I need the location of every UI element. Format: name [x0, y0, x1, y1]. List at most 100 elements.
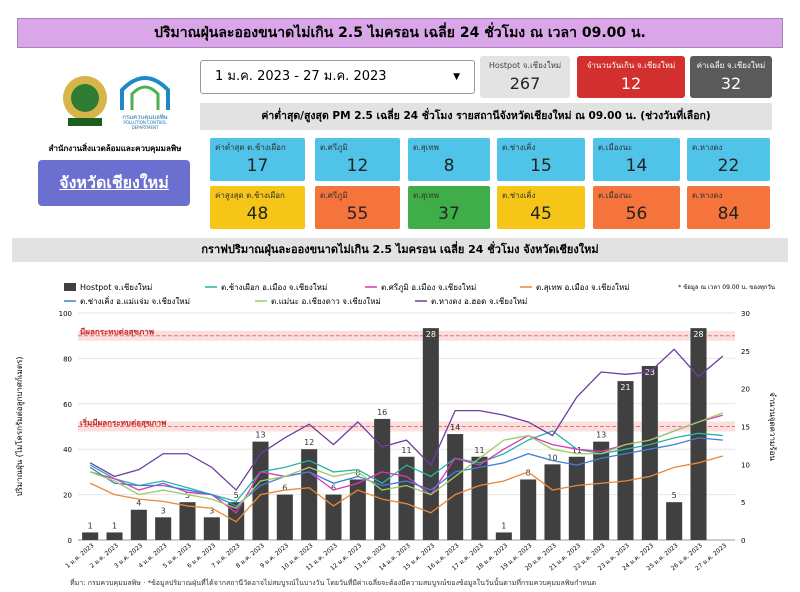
bar [130, 509, 147, 540]
threshold-band [78, 330, 735, 341]
bar-value-label: 8 [355, 468, 360, 477]
bar [276, 494, 293, 540]
station-card [687, 138, 770, 181]
bar-value-label: 1 [501, 521, 506, 530]
legend-label: ต.สุเทพ อ.เมือง จ.เชียงใหม่ [536, 283, 630, 292]
station-label: ต.หางดง [692, 191, 723, 200]
station-label: ต.ช่างเคิ่ง [502, 143, 536, 152]
line [89, 455, 724, 523]
y2-tick-label: 10 [741, 461, 750, 469]
bar [325, 494, 342, 540]
bar [520, 479, 537, 540]
bar-value-label: 21 [620, 383, 630, 392]
y-tick-label: 80 [63, 355, 72, 363]
bar-value-label: 6 [282, 484, 287, 493]
station-value: 48 [246, 204, 269, 224]
station-value: 45 [530, 204, 552, 224]
bar-value-label: 8 [526, 468, 531, 477]
bar [374, 418, 391, 540]
bar [593, 441, 610, 540]
bar [106, 532, 123, 540]
station-label: ต.ศรีภูมิ [320, 191, 348, 200]
header-title: ปริมาณฝุ่นละอองขนาดไม่เกิน 2.5 ไมครอน เฉ… [17, 18, 783, 48]
bar [203, 517, 220, 540]
threshold-label: มีผลกระทบต่อสุขภาพ [80, 327, 154, 338]
bar-value-label: 11 [572, 446, 582, 455]
bar [252, 441, 269, 540]
bar [398, 456, 415, 540]
bar-value-label: 14 [450, 423, 460, 432]
bar [349, 479, 366, 540]
station-card [210, 138, 305, 181]
kpi-card [480, 56, 570, 98]
station-value: 84 [717, 204, 740, 224]
bar-value-label: 11 [401, 446, 411, 455]
bar-value-label: 13 [255, 431, 265, 440]
kpi-card [690, 56, 772, 98]
dropdown-arrow: ▼ [453, 72, 460, 82]
chart: * ข้อมูล ณ เวลา 09.00 น. ของทุกวันปริมาณ… [14, 283, 777, 572]
bar [690, 328, 707, 540]
legend-label: ต.หางดง อ.ฮอด จ.เชียงใหม่ [431, 297, 527, 306]
station-card [593, 138, 680, 181]
chart-title: กราฟปริมาณฝุ่นละอองขนาดไม่เกิน 2.5 ไมครอ… [12, 238, 788, 262]
station-value: 55 [346, 204, 369, 224]
emblem [63, 76, 107, 126]
province-button[interactable]: จังหวัดเชียงใหม่ [38, 160, 190, 206]
station-card [315, 186, 400, 229]
stations-title: ค่าต่ำสุด/สูงสุด PM 2.5 เฉลี่ย 24 ชั่วโม… [200, 103, 772, 130]
station-value: 8 [443, 156, 455, 176]
bar-value-label: 10 [547, 453, 557, 462]
y-tick-label: 60 [63, 401, 72, 409]
bar [495, 532, 512, 540]
bar-value-label: 1 [112, 521, 117, 530]
line [89, 348, 724, 492]
station-label: ต.สุเทพ [413, 143, 439, 152]
y2-axis-label: จำนวนจุดความร้อน [768, 392, 777, 461]
station-card [408, 138, 490, 181]
y-axis-label: ปริมาณฝุ่น (ไมโครกรัมต่อลูกบาศก์เมตร) [14, 357, 25, 497]
kpi-value: 267 [509, 74, 541, 93]
bar-value-label: 16 [377, 408, 387, 417]
station-value: 22 [717, 156, 740, 176]
line [89, 430, 723, 503]
bar [544, 464, 561, 540]
line [89, 414, 724, 514]
bar-value-label: 12 [304, 438, 314, 447]
legend-swatch [64, 283, 76, 291]
note: * ข้อมูล ณ เวลา 09.00 น. ของทุกวัน [678, 284, 775, 291]
y2-tick-label: 20 [741, 386, 750, 394]
logo-english: POLLUTION CONTROL DEPARTMENT [123, 120, 167, 130]
station-label: ต.ศรีภูมิ [320, 143, 348, 152]
bar-value-label: 28 [426, 330, 436, 339]
bar-value-label: 28 [693, 330, 703, 339]
bar-value-label: 4 [136, 499, 141, 508]
footer: ที่มา: กรมควบคุมมลพิษ · *ข้อมูลปริมาณฝุ่… [70, 579, 597, 587]
station-value: 14 [625, 156, 648, 176]
y2-tick-label: 30 [741, 310, 750, 318]
station-card [497, 138, 585, 181]
kpi-label: ค่าเฉลี่ย จ.เชียงใหม่ [696, 61, 766, 70]
bar [447, 434, 464, 540]
kpi-label: Hostpot จ.เชียงใหม่ [488, 61, 562, 70]
bar [641, 365, 658, 540]
bar [179, 502, 196, 540]
station-value: 12 [346, 156, 369, 176]
bar-value-label: 1 [88, 521, 93, 530]
date-dropdown[interactable]: 1 ม.ค. 2023 - 27 ม.ค. 2023 ▼ [200, 60, 475, 94]
bar-value-label: 3 [209, 506, 214, 515]
legend-label: ต.แม่นะ อ.เชียงดาว จ.เชียงใหม่ [271, 297, 381, 306]
legend-label: Hostpot จ.เชียงใหม่ [80, 283, 152, 292]
pcd-logo [120, 76, 170, 110]
y-tick-label: 20 [63, 492, 72, 500]
line [89, 437, 723, 507]
station-label: ต.เมืองนะ [598, 143, 633, 152]
y2-tick-label: 15 [741, 424, 750, 432]
bar-value-label: 3 [161, 506, 166, 515]
bar [471, 456, 488, 540]
y-tick-label: 40 [63, 446, 72, 454]
y2-tick-label: 0 [741, 537, 745, 545]
bar-value-label: 6 [331, 484, 336, 493]
station-label: ต.สุเทพ [413, 191, 439, 200]
bar [617, 381, 634, 540]
